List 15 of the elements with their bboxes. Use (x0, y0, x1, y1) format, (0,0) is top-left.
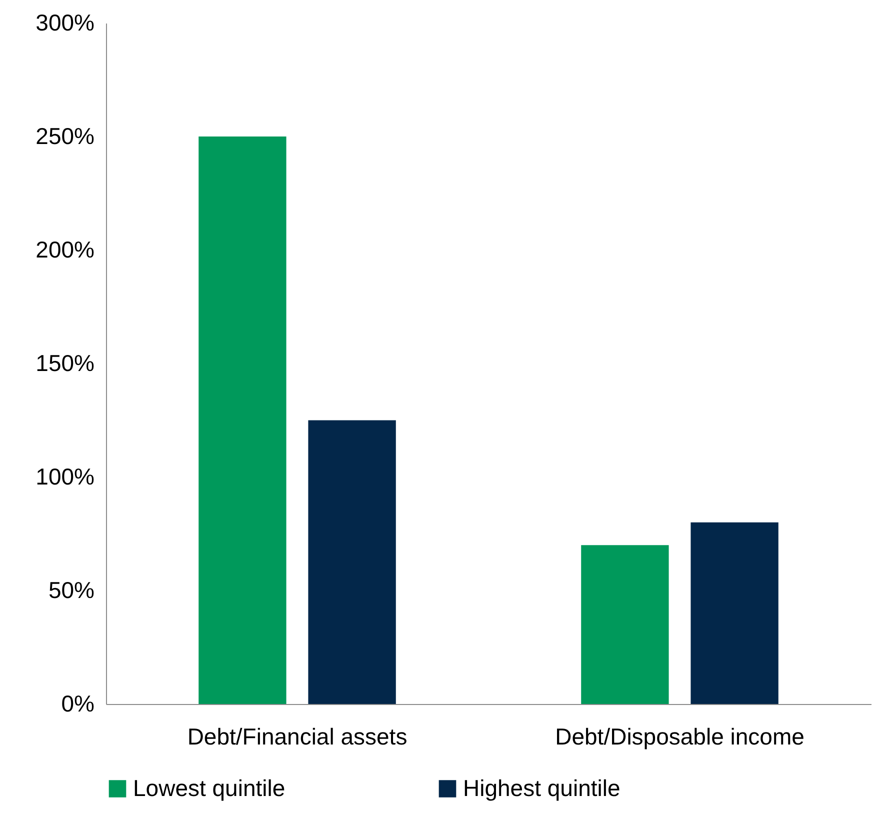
legend-label: Lowest quintile (133, 774, 286, 801)
x-tick-label: Debt/Financial assets (187, 724, 408, 750)
y-tick-label: 50% (48, 577, 94, 603)
y-tick-label: 250% (36, 123, 94, 149)
y-tick-label: 200% (36, 236, 94, 262)
y-tick-label: 0% (61, 690, 94, 716)
x-tick-label: Debt/Disposable income (555, 724, 804, 750)
bar (690, 522, 778, 704)
y-tick-label: 150% (36, 350, 94, 376)
legend-label: Highest quintile (463, 774, 620, 801)
y-tick-label: 100% (36, 464, 94, 490)
bar (581, 545, 669, 704)
y-tick-label: 300% (36, 10, 94, 36)
bar (308, 420, 396, 704)
bar (198, 136, 286, 704)
